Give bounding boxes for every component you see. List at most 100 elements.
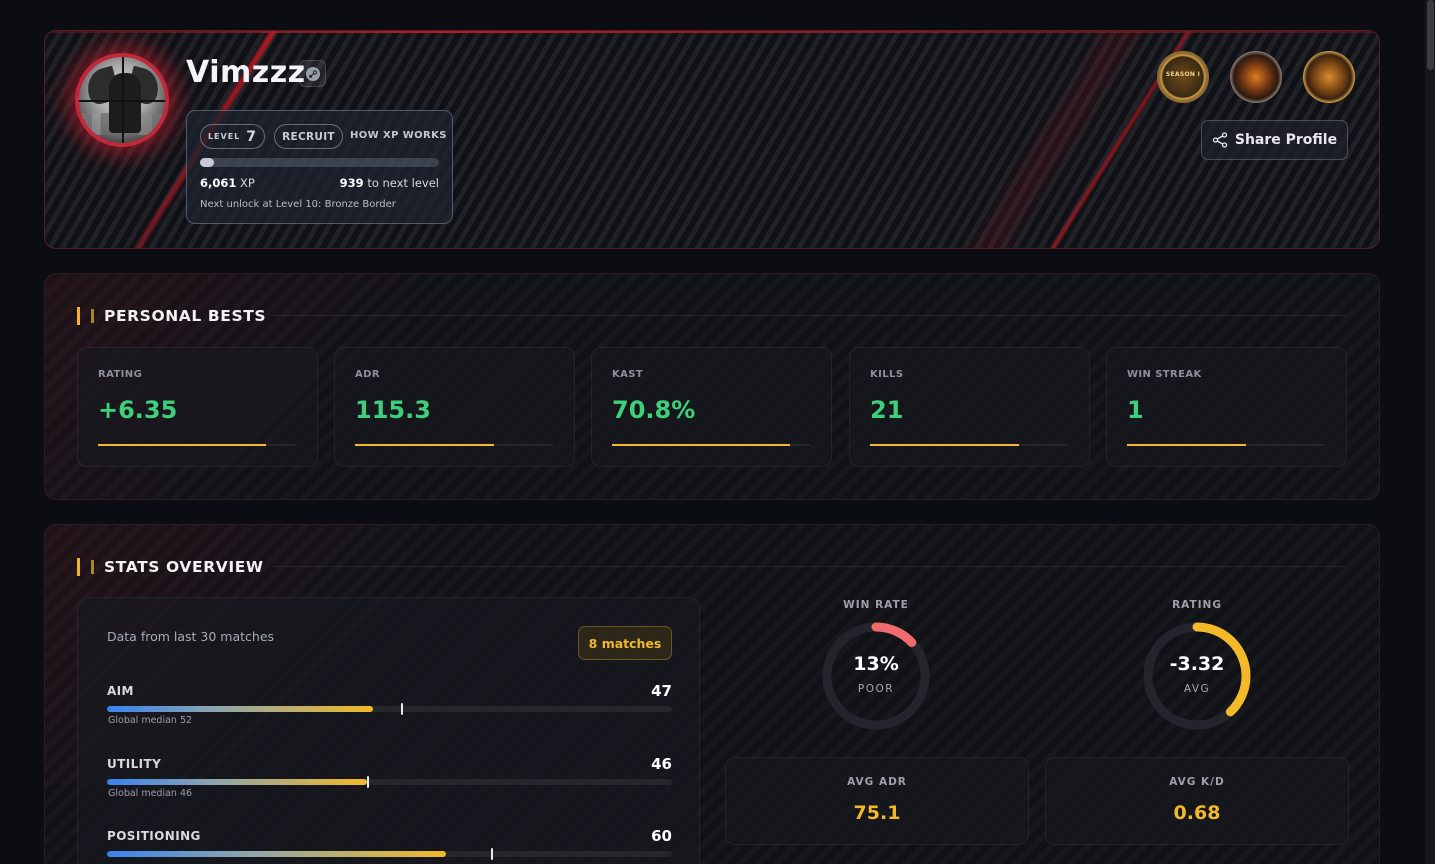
- pb-label: KAST: [612, 369, 644, 380]
- pb-value: 21: [870, 396, 904, 424]
- skill-bar-fill: [107, 779, 367, 785]
- xp-value: 6,061: [200, 176, 237, 190]
- skill-bar-fill: [107, 706, 373, 712]
- share-icon: [1212, 132, 1228, 148]
- xp-progress-box: LEVEL 7 RECRUIT HOW XP WORKS 6,061 XP 93…: [186, 110, 453, 224]
- next-unlock-text: Next unlock at Level 10: Bronze Border: [200, 199, 396, 210]
- xp-progress-fill: [200, 158, 214, 167]
- pb-card-kills: KILLS 21: [849, 347, 1090, 467]
- pb-bar: [355, 444, 553, 446]
- pb-bar: [870, 444, 1068, 446]
- pb-bar: [98, 444, 296, 446]
- data-range-text: Data from last 30 matches: [107, 629, 275, 644]
- gauge-value: -3.32: [1169, 653, 1225, 675]
- gauge-value: 13%: [853, 653, 899, 675]
- pb-label: KILLS: [870, 369, 904, 380]
- pb-value: +6.35: [98, 396, 178, 424]
- rank-pill: RECRUIT: [274, 124, 343, 149]
- top-accent-line: [45, 31, 1379, 33]
- crosshair-line: [122, 57, 124, 143]
- skill-name: POSITIONING: [107, 829, 201, 843]
- pb-bar-fill: [870, 444, 1019, 446]
- rating-gauge: RATING -3.32 AVG: [1117, 599, 1277, 730]
- level-label: LEVEL: [207, 132, 241, 141]
- win-rate-gauge: WIN RATE 13% POOR: [796, 599, 956, 730]
- avatar-figure: [109, 73, 141, 133]
- badge-text: SEASON I: [1165, 71, 1201, 78]
- mini-value: 0.68: [1173, 802, 1221, 824]
- veteran-badge[interactable]: [1303, 51, 1355, 103]
- xp-to-next-label: to next level: [367, 176, 439, 190]
- pb-card-adr: ADR 115.3: [334, 347, 575, 467]
- personal-bests-panel: PERSONAL BESTS RATING +6.35 ADR 115.3 KA…: [44, 273, 1380, 500]
- scrollbar-thumb[interactable]: [1427, 0, 1434, 70]
- gauge-sub: POOR: [857, 683, 895, 695]
- skill-median: Global median 46: [108, 788, 193, 799]
- median-marker: [491, 848, 494, 860]
- median-marker: [400, 703, 403, 715]
- median-marker: [366, 776, 369, 788]
- heading-accent: [77, 558, 80, 576]
- steam-profile-button[interactable]: [299, 60, 326, 87]
- matches-count-badge: 8 matches: [578, 626, 672, 660]
- xp-current: 6,061 XP: [200, 176, 255, 190]
- stats-overview-heading: STATS OVERVIEW: [77, 558, 264, 576]
- pb-card-kast: KAST 70.8%: [591, 347, 832, 467]
- pb-label: ADR: [355, 369, 380, 380]
- section-divider: [273, 566, 1347, 567]
- share-profile-label: Share Profile: [1234, 132, 1338, 148]
- section-title: PERSONAL BESTS: [104, 307, 267, 325]
- skill-median: Global median 52: [108, 715, 193, 726]
- avg-kd-card: AVG K/D 0.68: [1045, 757, 1349, 845]
- pb-label: RATING: [98, 369, 143, 380]
- skill-bar-fill: [107, 851, 446, 857]
- pb-card-rating: RATING +6.35: [77, 347, 318, 467]
- page-scrollbar[interactable]: [1425, 0, 1435, 864]
- rating-ring: [1143, 622, 1251, 730]
- pb-bar: [1127, 444, 1325, 446]
- skill-name: UTILITY: [107, 757, 162, 771]
- gauge-title: RATING: [1172, 599, 1222, 611]
- pb-value: 70.8%: [612, 396, 696, 424]
- section-title: STATS OVERVIEW: [104, 558, 264, 576]
- pb-bar-fill: [355, 444, 494, 446]
- heading-accent: [91, 560, 94, 574]
- pb-label: WIN STREAK: [1127, 369, 1202, 380]
- skill-bar: [107, 848, 672, 860]
- win-rate-ring: [822, 622, 930, 730]
- heading-accent: [77, 307, 80, 325]
- skill-bar: [107, 703, 672, 715]
- pb-card-win-streak: WIN STREAK 1: [1106, 347, 1347, 467]
- skill-value: 47: [651, 682, 672, 700]
- stats-overview-panel: STATS OVERVIEW Data from last 30 matches…: [44, 524, 1380, 864]
- skill-breakdown-card: Data from last 30 matches 8 matches AIM …: [77, 597, 700, 864]
- level-number: 7: [246, 128, 258, 145]
- how-xp-works-link[interactable]: HOW XP WORKS: [350, 130, 447, 141]
- mini-label: AVG ADR: [847, 776, 907, 788]
- section-divider: [273, 315, 1347, 316]
- username: Vimzzz: [186, 55, 306, 90]
- season-1-badge[interactable]: SEASON I: [1157, 51, 1209, 103]
- share-profile-button[interactable]: Share Profile: [1201, 120, 1348, 160]
- skill-name: AIM: [107, 684, 134, 698]
- mini-label: AVG K/D: [1169, 776, 1225, 788]
- pb-bar: [612, 444, 810, 446]
- heading-accent: [91, 309, 94, 323]
- personal-bests-heading: PERSONAL BESTS: [77, 307, 266, 325]
- avg-adr-card: AVG ADR 75.1: [725, 757, 1029, 845]
- avatar: [75, 53, 169, 147]
- steam-icon: [305, 66, 320, 81]
- pb-bar-fill: [98, 444, 267, 446]
- pb-value: 115.3: [355, 396, 431, 424]
- level-pill: LEVEL 7: [200, 124, 265, 149]
- pb-bar-fill: [612, 444, 791, 446]
- mini-value: 75.1: [853, 802, 901, 824]
- skill-bar: [107, 776, 672, 788]
- xp-to-next-value: 939: [339, 176, 364, 190]
- pb-bar-fill: [1127, 444, 1246, 446]
- pb-value: 1: [1127, 396, 1144, 424]
- xp-unit: XP: [240, 176, 255, 190]
- xp-progress-bar: [200, 158, 439, 167]
- gauge-title: WIN RATE: [843, 599, 909, 611]
- high-roller-badge[interactable]: [1230, 51, 1282, 103]
